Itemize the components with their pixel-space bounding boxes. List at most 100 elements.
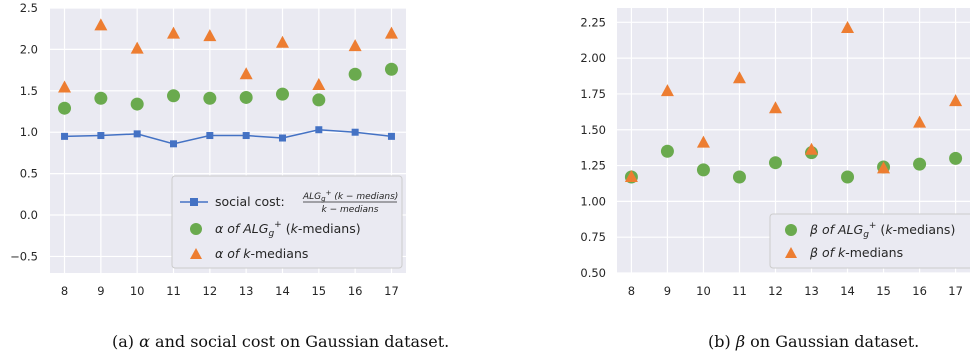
social-cost-point	[242, 132, 250, 140]
kmedians-point	[913, 115, 927, 128]
kmedians-point	[312, 78, 326, 91]
legend-swatch-alpha-kmedians	[190, 248, 202, 259]
x-tick-label: 11	[732, 284, 747, 298]
chart-a-y-ticks: 2.5 2.0 1.5 1.0 0.5 0.0 −0.5	[10, 1, 38, 263]
alg-point	[949, 151, 963, 165]
x-tick-label: 8	[628, 284, 635, 298]
y-tick-label: 1.25	[580, 159, 606, 173]
chart-a: 2.5 2.0 1.5 1.0 0.5 0.0 −0.5 8 9 10 11 12 13 14 15 16 1…	[10, 1, 406, 298]
y-tick-label: 1.00	[580, 194, 606, 208]
alg-point	[913, 157, 927, 171]
kmedians-point	[732, 71, 746, 84]
x-tick-label: 11	[166, 284, 181, 298]
x-tick-label: 15	[876, 284, 891, 298]
kmedians-point	[877, 161, 891, 174]
y-tick-label: 0.0	[20, 208, 38, 222]
x-tick-label: 14	[275, 284, 290, 298]
caption-a: (a) α and social cost on Gaussian datase…	[112, 332, 450, 351]
alg-point	[768, 156, 782, 170]
social-cost-point	[351, 128, 359, 136]
kmedians-point	[949, 94, 963, 107]
y-tick-label: −0.5	[10, 249, 38, 263]
y-tick-label: 0.75	[580, 230, 606, 244]
x-tick-label: 17	[384, 284, 399, 298]
legend-beta-kmedians-label: β of k-medians	[809, 245, 903, 260]
legend-social-cost-denominator: k − medians	[322, 205, 379, 215]
x-tick-label: 10	[696, 284, 711, 298]
alg-point	[348, 67, 362, 81]
legend-social-cost-numerator: ALGg+ (k − medians)	[302, 189, 398, 203]
x-tick-label: 12	[203, 284, 218, 298]
kmedians-point	[660, 84, 674, 97]
social-cost-line	[64, 128, 392, 145]
social-cost-point	[133, 130, 141, 138]
legend-swatch-beta-kmedians	[785, 247, 797, 258]
kmedians-point	[384, 26, 398, 39]
social-cost-point	[97, 132, 105, 140]
y-tick-label: 2.0	[20, 42, 38, 56]
chart-a-x-ticks: 8 9 10 11 12 13 14 15 16 17	[61, 284, 399, 298]
social-cost-point	[61, 132, 69, 140]
alg-point	[275, 87, 289, 101]
y-tick-label: 0.5	[20, 167, 38, 181]
legend-alpha-alg-label: α of ALGg+ (k-medians)	[215, 220, 361, 239]
alg-point	[312, 93, 326, 107]
chart-b-x-ticks: 8 9 10 11 12 13 14 15 16 17	[628, 284, 963, 298]
kmedians-point	[696, 135, 710, 148]
kmedians-point	[624, 170, 638, 183]
legend-alpha-kmedians-label: α of k-medians	[215, 246, 308, 261]
alg-point	[732, 170, 746, 184]
alg-point	[130, 97, 144, 111]
kmedians-point	[167, 26, 181, 39]
legend-swatch-alpha-alg	[190, 223, 202, 235]
x-tick-label: 16	[348, 284, 363, 298]
x-tick-label: 16	[912, 284, 927, 298]
chart-b-y-ticks: 2.25 2.00 1.75 1.50 1.25 1.00 0.75 0.50	[580, 15, 606, 280]
y-tick-label: 2.25	[580, 15, 606, 29]
chart-b-legend: β of ALGg+ (k-medians) β of k-medians	[769, 213, 970, 269]
legend-beta-alg-label: β of ALGg+ (k-medians)	[809, 221, 955, 240]
x-tick-label: 8	[61, 284, 68, 298]
alg-point	[660, 144, 674, 158]
x-tick-label: 14	[840, 284, 855, 298]
caption-b: (b) β on Gaussian dataset.	[708, 332, 920, 351]
kmedians-point	[768, 101, 782, 114]
alg-point	[58, 101, 72, 115]
x-tick-label: 17	[948, 284, 963, 298]
alg-point	[841, 170, 855, 184]
legend-social-cost-label: social cost:	[215, 194, 285, 209]
alg-point	[239, 90, 253, 104]
kmedians-point	[203, 29, 217, 42]
social-cost-point	[387, 132, 395, 140]
x-tick-label: 15	[311, 284, 326, 298]
kmedians-point	[94, 18, 108, 31]
legend-swatch-social-cost-marker	[190, 198, 198, 206]
kmedians-point	[58, 80, 72, 93]
y-tick-label: 1.50	[580, 123, 606, 137]
x-tick-label: 9	[664, 284, 671, 298]
chart-a-marks	[58, 18, 398, 148]
chart-b-marks	[624, 21, 963, 184]
social-cost-point	[315, 126, 323, 134]
alg-point	[94, 91, 108, 105]
chart-a-legend: social cost: ALGg+ (k − medians) k − med…	[171, 175, 403, 269]
legend-swatch-beta-alg	[785, 224, 797, 236]
social-cost-point	[170, 140, 178, 148]
kmedians-point	[275, 35, 289, 48]
x-tick-label: 13	[804, 284, 819, 298]
chart-a-legend-box	[171, 175, 403, 269]
social-cost-point	[278, 134, 286, 142]
y-tick-label: 2.00	[580, 51, 606, 65]
social-cost-point	[206, 132, 214, 140]
alg-point	[384, 62, 398, 76]
alg-point	[167, 89, 181, 103]
x-tick-label: 12	[768, 284, 783, 298]
y-tick-label: 1.75	[580, 87, 606, 101]
x-tick-label: 10	[130, 284, 145, 298]
kmedians-point	[130, 41, 144, 54]
kmedians-point	[239, 67, 253, 80]
kmedians-point	[841, 21, 855, 34]
y-tick-label: 1.5	[20, 84, 38, 98]
chart-b: 2.25 2.00 1.75 1.50 1.25 1.00 0.75 0.50 8 9 10 11 1…	[580, 8, 970, 298]
